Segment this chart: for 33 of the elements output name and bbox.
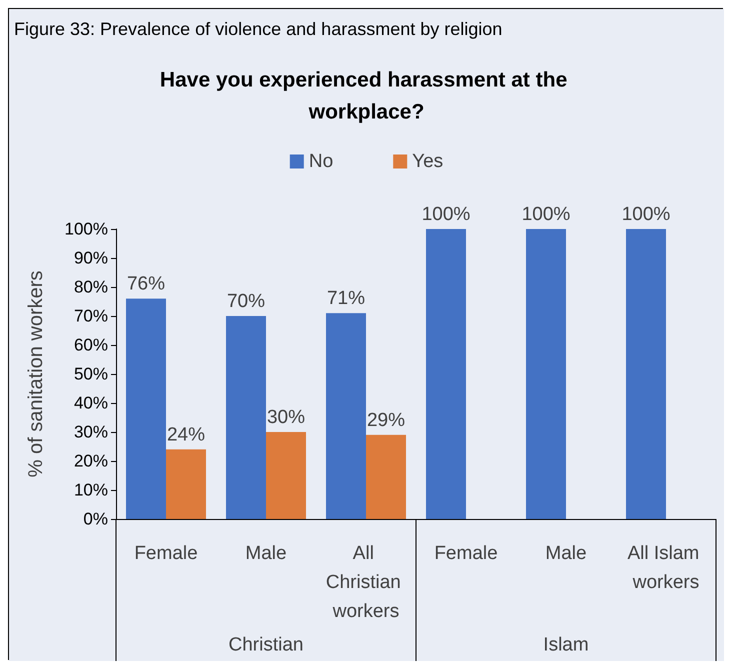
legend-label: No — [308, 151, 334, 172]
chart-title: Figure 33: Prevalence of violence and harassment by religion — [14, 19, 502, 39]
data-label: 100% — [422, 204, 470, 225]
legend-label: Yes — [412, 151, 444, 172]
y-tick-label: 90% — [74, 248, 108, 268]
y-tick-label: 10% — [74, 480, 108, 500]
data-label: 71% — [326, 288, 366, 310]
x-tick-label: Female — [434, 543, 498, 564]
y-tick-label: 20% — [74, 452, 108, 470]
text: Christian — [228, 634, 304, 656]
y-axis-title: % of sanitation workers — [25, 270, 47, 478]
data-label: 70% — [226, 291, 266, 312]
x-tick-label: All Christian workers — [326, 543, 406, 622]
data-label: 100% — [622, 204, 670, 225]
data-label: 30% — [266, 407, 306, 428]
chart-subtitle: Have you experienced harassment at the workplace? — [160, 68, 574, 124]
y-tick-label: 30% — [74, 422, 108, 442]
x-tick-label: Female — [134, 543, 198, 564]
data-label: 24% — [166, 424, 206, 446]
x-tick-label: Male — [545, 543, 587, 564]
data-label: 29% — [366, 410, 406, 431]
text: Islam — [543, 634, 589, 656]
y-tick-label: 50% — [74, 364, 108, 384]
data-label: 76% — [126, 274, 166, 295]
y-tick-label: 40% — [74, 394, 108, 412]
y-tick-label: 0% — [83, 510, 108, 528]
y-tick-label: 80% — [74, 278, 108, 296]
data-label: 100% — [522, 204, 570, 225]
y-tick-label: 100% — [64, 220, 108, 238]
x-tick-label: All Islam workers — [627, 543, 705, 593]
y-tick-label: 60% — [74, 336, 108, 354]
y-tick-label: 70% — [74, 306, 108, 326]
x-tick-label: Male — [245, 543, 287, 564]
